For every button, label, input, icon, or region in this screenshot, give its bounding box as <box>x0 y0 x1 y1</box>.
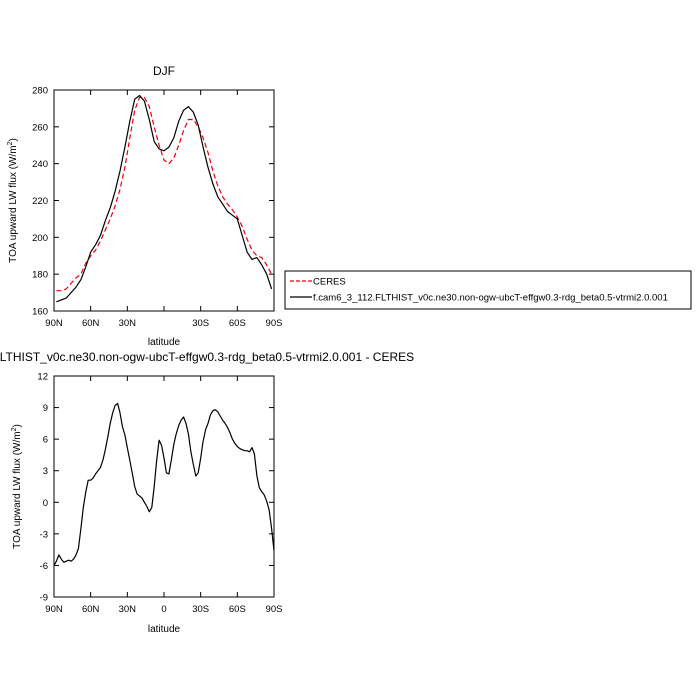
x-tick-label: 90N <box>45 318 63 329</box>
y-tick-label: 260 <box>32 122 48 133</box>
x-tick-label: 90S <box>266 604 283 615</box>
y-axis-label-close: ) <box>12 424 23 427</box>
y-tick-label: 280 <box>32 86 48 97</box>
x-tick-label: 30N <box>119 604 137 615</box>
chart-title: f.cam6_3_112.FLTHIST_v0c.ne30.non-ogw-ub… <box>0 350 414 364</box>
x-axis-label: latitude <box>148 337 181 348</box>
series-line-1 <box>56 94 273 303</box>
x-tick-label: 60N <box>82 604 100 615</box>
chart-title: DJF <box>153 64 175 78</box>
series-line-0 <box>56 96 273 292</box>
y-tick-label: 160 <box>32 307 48 318</box>
top-panel: DJF 160 180 200 220 240 260 280 90N 60N 30N 30S 60S 9… <box>7 64 692 348</box>
legend-box <box>284 270 692 310</box>
legend-label-0: CERES <box>313 277 346 288</box>
y-tick-label: -9 <box>40 593 48 604</box>
x-tick-label: 30N <box>119 318 137 329</box>
y-tick-label: 12 <box>37 372 48 383</box>
y-tick-label: 180 <box>32 270 48 281</box>
y-tick-label: 240 <box>32 159 48 170</box>
legend-label-1: f.cam6_3_112.FLTHIST_v0c.ne30.non-ogw-ub… <box>313 293 668 304</box>
y-tick-label: 220 <box>32 196 48 207</box>
y-tick-label: 6 <box>43 435 48 446</box>
x-axis-label: latitude <box>148 624 181 635</box>
y-axis-label-superscript: 2 <box>11 427 18 431</box>
x-tick-label: 60S <box>229 318 246 329</box>
x-tick-label: 0 <box>161 604 166 615</box>
y-axis-label: TOA upward LW flux (W/m2) <box>7 138 19 263</box>
y-axis-label-text: TOA upward LW flux (W/m <box>8 145 19 262</box>
y-tick-label: -6 <box>40 561 48 572</box>
y-axis-label: TOA upward LW flux (W/m2) <box>11 424 23 549</box>
x-tick-label: 90N <box>45 604 63 615</box>
x-tick-label: 30S <box>192 318 209 329</box>
series-line-0 <box>54 402 274 566</box>
plot-frame <box>53 89 275 312</box>
x-tick-label: 60S <box>229 604 246 615</box>
y-axis-label-text: TOA upward LW flux (W/m <box>12 431 23 548</box>
y-axis-label-superscript: 2 <box>7 141 14 145</box>
y-tick-label: -3 <box>40 529 48 540</box>
x-tick-label: 90S <box>266 318 283 329</box>
bottom-panel: f.cam6_3_112.FLTHIST_v0c.ne30.non-ogw-ub… <box>0 350 414 635</box>
x-tick-label: 30S <box>192 604 209 615</box>
y-tick-label: 200 <box>32 233 48 244</box>
y-tick-label: 3 <box>43 466 48 477</box>
legend: CERES f.cam6_3_112.FLTHIST_v0c.ne30.non-o… <box>284 270 692 310</box>
y-axis-label-close: ) <box>8 138 19 141</box>
y-tick-label: 0 <box>43 498 48 509</box>
y-tick-label: 9 <box>43 403 48 414</box>
x-tick-label: 60N <box>82 318 100 329</box>
